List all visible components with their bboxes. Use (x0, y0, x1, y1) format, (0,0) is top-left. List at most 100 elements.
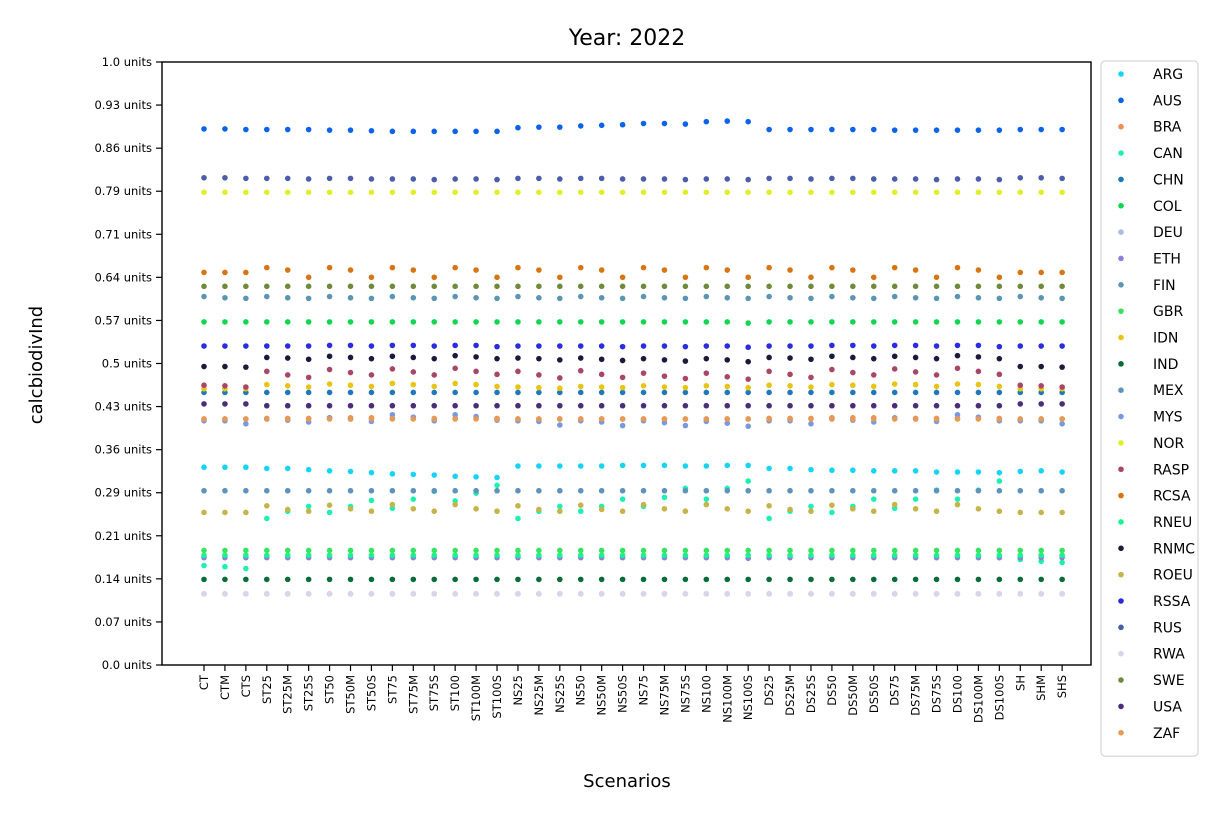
data-point (724, 319, 731, 325)
data-point (640, 189, 647, 196)
data-point (996, 478, 1003, 484)
data-point (640, 120, 647, 127)
data-point (368, 343, 375, 349)
data-point (975, 547, 982, 554)
data-point (724, 416, 731, 422)
data-point (682, 295, 689, 302)
data-point (389, 342, 396, 349)
data-point (682, 422, 689, 429)
data-point (494, 487, 500, 494)
data-point (284, 389, 291, 396)
data-point (682, 358, 689, 364)
legend-marker (1118, 361, 1124, 367)
data-point (1059, 576, 1065, 583)
data-point (431, 508, 438, 515)
data-point (661, 389, 668, 396)
data-point (201, 547, 207, 554)
data-point (954, 389, 961, 396)
data-point (473, 267, 479, 273)
data-point (1059, 269, 1065, 276)
data-point (598, 402, 605, 409)
data-point (368, 295, 375, 302)
data-point (891, 264, 898, 271)
data-point (891, 366, 898, 372)
data-point (975, 189, 982, 196)
data-point (682, 389, 689, 396)
data-point (431, 176, 438, 183)
data-point (368, 283, 375, 290)
x-tick-label: NS25 (511, 675, 525, 706)
data-point (787, 591, 793, 597)
data-point (975, 381, 982, 388)
data-point (326, 127, 333, 133)
data-point (222, 576, 228, 583)
data-point (850, 547, 856, 554)
data-point (661, 373, 668, 379)
data-point (1038, 383, 1044, 389)
data-point (787, 189, 793, 196)
data-point (326, 189, 333, 196)
data-point (536, 267, 542, 273)
data-point (745, 295, 751, 302)
data-point (347, 389, 354, 396)
data-point (515, 515, 521, 522)
data-point (1038, 363, 1044, 370)
data-point (347, 382, 354, 389)
legend-label: RCSA (1153, 489, 1191, 505)
data-point (619, 508, 626, 515)
series-ind (201, 576, 1065, 583)
data-point (598, 356, 605, 363)
y-tick-label: 0.86 units (94, 141, 152, 155)
data-point (975, 127, 982, 133)
data-point (640, 283, 647, 290)
data-point (557, 487, 563, 494)
data-point (389, 552, 396, 559)
data-point (787, 267, 793, 273)
data-point (536, 384, 542, 391)
data-point (724, 343, 731, 349)
data-point (619, 319, 626, 325)
data-point (284, 355, 291, 361)
data-point (933, 355, 940, 362)
data-point (494, 552, 500, 559)
data-point (284, 319, 291, 325)
data-point (745, 508, 751, 515)
y-axis-label: calcbiodivInd (26, 306, 47, 425)
data-point (201, 401, 207, 407)
legend-marker (1118, 677, 1124, 683)
data-point (808, 343, 814, 349)
series-rasp (201, 365, 1065, 390)
data-point (850, 416, 856, 422)
data-point (1017, 189, 1024, 196)
data-point (1038, 468, 1044, 474)
data-point (347, 402, 354, 409)
data-point (452, 380, 458, 387)
series-zaf (201, 416, 1065, 422)
data-point (787, 343, 793, 349)
data-point (850, 389, 856, 396)
data-point (557, 576, 563, 583)
data-point (326, 468, 333, 474)
data-point (996, 319, 1003, 325)
data-point (284, 343, 291, 349)
data-point (389, 416, 396, 422)
data-point (389, 353, 396, 360)
x-tick-label: ST50S (364, 675, 378, 711)
data-point (1017, 468, 1024, 475)
data-point (954, 402, 961, 409)
data-point (703, 189, 710, 196)
data-point (682, 121, 689, 127)
data-point (284, 283, 291, 290)
series-aus (201, 118, 1065, 135)
data-point (724, 373, 731, 380)
data-point (745, 487, 751, 494)
data-point (724, 176, 731, 182)
data-point (850, 283, 856, 290)
data-point (284, 465, 291, 472)
data-point (410, 416, 417, 422)
data-point (745, 552, 751, 559)
data-point (829, 389, 835, 396)
data-point (452, 411, 458, 418)
data-point (850, 354, 856, 361)
data-point (431, 283, 438, 290)
